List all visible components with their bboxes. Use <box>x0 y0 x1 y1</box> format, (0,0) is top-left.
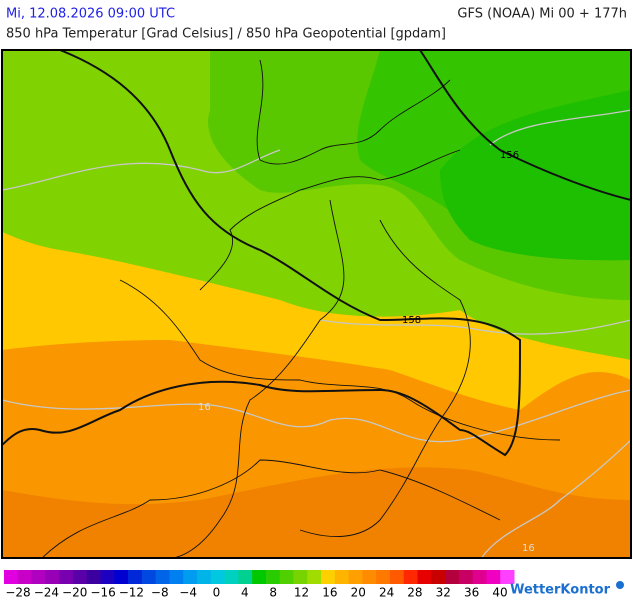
legend-tick: −4 <box>179 586 197 600</box>
legend-swatch <box>45 570 60 584</box>
legend-tick: 24 <box>379 586 394 600</box>
legend-tick: 40 <box>492 586 507 600</box>
legend-swatch <box>183 570 198 584</box>
legend-swatch <box>17 570 33 584</box>
legend-swatch <box>376 570 391 584</box>
legend-tick: 28 <box>407 586 422 600</box>
legend-swatch <box>431 570 446 584</box>
legend-tick: 20 <box>351 586 366 600</box>
legend-swatch <box>31 570 46 584</box>
contour-label: 156 <box>500 150 519 161</box>
legend-swatch <box>389 570 405 584</box>
legend-tick: −16 <box>90 586 115 600</box>
subtitle: 850 hPa Temperatur [Grad Celsius] / 850 … <box>6 27 446 42</box>
legend-swatch <box>293 570 308 584</box>
legend-swatch <box>59 570 74 584</box>
legend-swatch <box>141 570 157 584</box>
legend-swatch <box>445 570 460 584</box>
legend-swatch <box>362 570 377 584</box>
brand: WetterKontor <box>510 583 611 598</box>
brand-icon <box>616 581 624 589</box>
legend-swatch <box>169 570 184 584</box>
legend-swatch <box>348 570 363 584</box>
legend-swatch <box>252 570 267 584</box>
legend-swatch <box>114 570 129 584</box>
contour-label: 16 <box>198 402 211 413</box>
contour-label: 16 <box>522 543 535 554</box>
legend-swatch <box>458 570 474 584</box>
legend-swatch <box>279 570 294 584</box>
legend-swatch <box>307 570 322 584</box>
legend-swatch <box>417 570 432 584</box>
legend-tick: 4 <box>241 586 249 600</box>
legend-tick: −24 <box>34 586 59 600</box>
legend-swatch <box>128 570 143 584</box>
model-run: GFS (NOAA) Mi 00 + 177h <box>457 7 627 22</box>
legend-swatch <box>321 570 336 584</box>
legend-tick: −12 <box>119 586 144 600</box>
legend-tick: 36 <box>464 586 479 600</box>
legend-swatch <box>238 570 253 584</box>
map: 156 158 16 16 <box>1 49 632 559</box>
legend-tick: 0 <box>213 586 221 600</box>
legend-swatch <box>100 570 115 584</box>
legend-tick: −8 <box>151 586 169 600</box>
legend-swatch <box>265 570 281 584</box>
legend-swatch <box>486 570 501 584</box>
legend-tick: −20 <box>62 586 87 600</box>
legend-tick: 32 <box>436 586 451 600</box>
legend-swatch <box>155 570 170 584</box>
legend-swatch <box>403 570 419 584</box>
legend-swatch <box>4 570 19 584</box>
legend-swatch <box>72 570 88 584</box>
legend-swatch <box>334 570 350 584</box>
legend-tick: 16 <box>322 586 337 600</box>
legend-swatch <box>472 570 487 584</box>
legend-swatch <box>210 570 226 584</box>
legend-swatch <box>86 570 101 584</box>
datetime: Mi, 12.08.2026 09:00 UTC <box>6 7 175 22</box>
legend-tick: 8 <box>269 586 277 600</box>
color-legend: −28 −24 −20 −16 −12 −8 −4 0 4 8 12 16 20 24 28 32 36 40 <box>4 570 515 600</box>
legend-swatch <box>224 570 239 584</box>
legend-tick: 12 <box>294 586 309 600</box>
contour-label: 158 <box>402 315 421 326</box>
legend-swatch <box>196 570 212 584</box>
legend-swatch <box>500 570 515 584</box>
legend-tick: −28 <box>5 586 30 600</box>
